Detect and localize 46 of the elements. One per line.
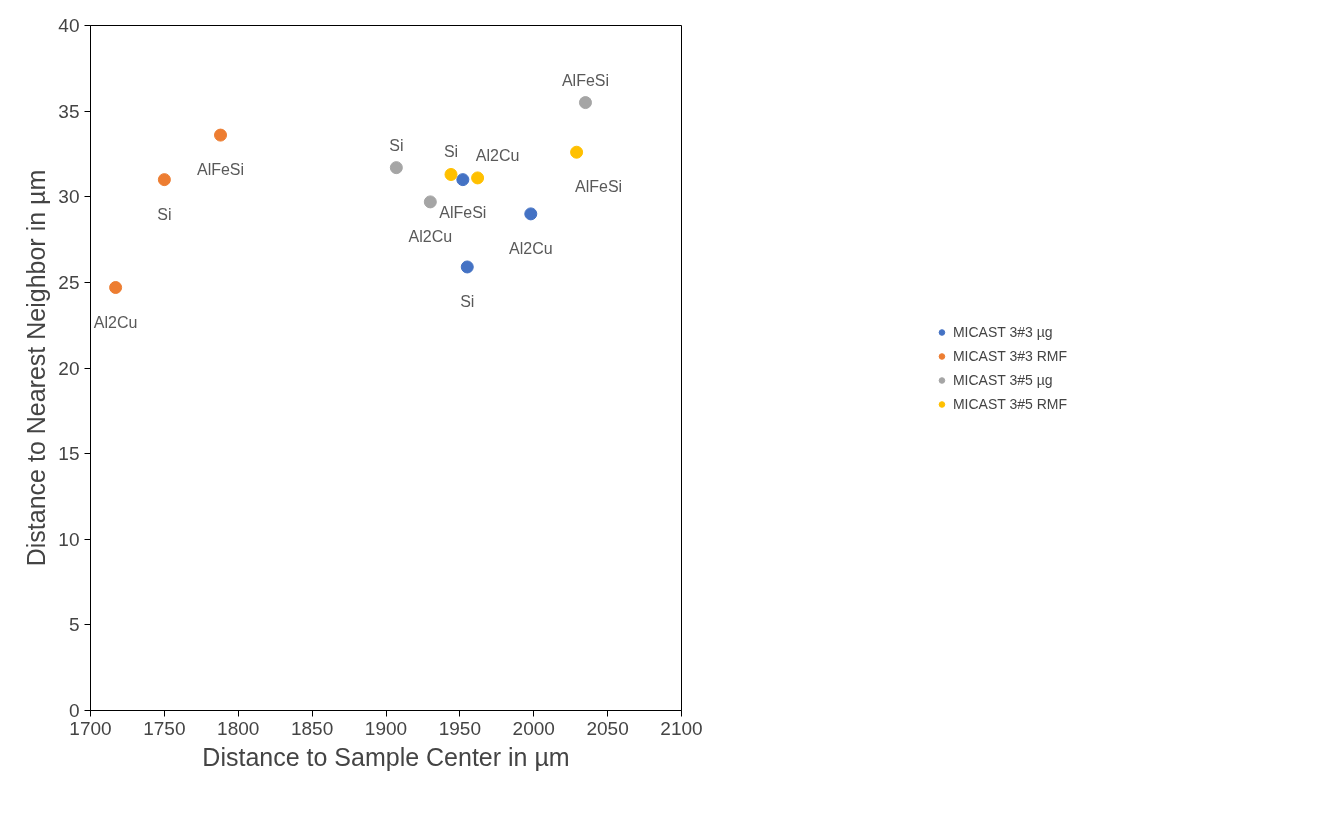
x-tick-label: 1750 (143, 717, 186, 739)
x-tick-label: 2050 (586, 717, 629, 739)
point (570, 145, 584, 159)
annotation: Al2Cu (408, 227, 453, 245)
annotation: Si (443, 143, 459, 161)
y-tick-label: 20 (58, 357, 80, 379)
point (389, 161, 403, 175)
point (460, 260, 474, 274)
point (157, 173, 171, 187)
x-tick-label: 1900 (364, 717, 408, 739)
x-tick-label: 2100 (660, 717, 703, 739)
y-tick-label: 35 (58, 100, 80, 122)
annotation: Al2Cu (93, 313, 138, 331)
x-tick-label: 1850 (290, 717, 334, 739)
y-tick-label: 5 (68, 614, 80, 636)
y-tick-label: 15 (58, 443, 80, 465)
point (109, 281, 123, 294)
legend-label: MICAST 3#3 µg (952, 323, 1053, 340)
annotation: Al2Cu (475, 146, 520, 164)
y-tick-label: 30 (58, 186, 80, 208)
point (423, 195, 437, 209)
y-axis-title: Distance to Nearest Neighbor in µm (22, 169, 51, 567)
x-tick-label: 2000 (512, 717, 555, 739)
x-axis-title: Distance to Sample Center in µm (202, 742, 570, 771)
y-tick-label: 40 (58, 15, 80, 36)
point (524, 207, 538, 221)
annotation: Si (157, 205, 172, 223)
annotation: AlFeSi (196, 161, 245, 179)
legend-label: MICAST 3#5 RMF (952, 395, 1068, 412)
y-tick-label: 10 (58, 528, 80, 550)
annotation: Al2Cu (509, 239, 553, 257)
x-tick-label: 1800 (217, 717, 260, 739)
legend-label: MICAST 3#3 RMF (952, 347, 1068, 364)
annotation: AlFeSi (575, 178, 623, 196)
x-tick-label: 1950 (438, 717, 482, 739)
annotation: AlFeSi (561, 71, 610, 89)
point (578, 96, 592, 110)
point (444, 168, 458, 181)
point (214, 128, 228, 142)
y-tick-label: 25 (58, 271, 80, 293)
annotation: Si (389, 136, 404, 154)
point (456, 173, 470, 187)
legend-label: MICAST 3#5 µg (952, 371, 1053, 388)
annotation: Si (460, 292, 475, 310)
annotation: AlFeSi (439, 203, 487, 221)
point (471, 171, 485, 185)
